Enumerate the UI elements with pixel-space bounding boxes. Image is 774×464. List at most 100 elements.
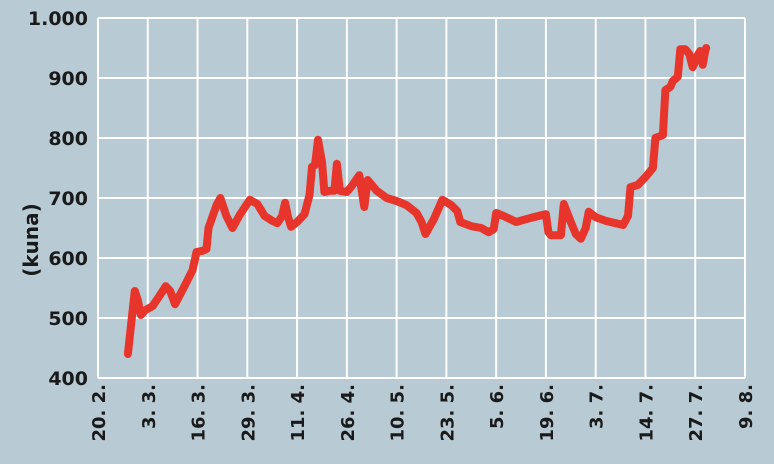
data-point bbox=[677, 76, 679, 78]
data-point bbox=[495, 212, 497, 214]
data-point bbox=[672, 80, 674, 82]
data-point bbox=[637, 184, 639, 186]
data-point bbox=[652, 167, 654, 169]
data-point bbox=[705, 47, 707, 49]
data-point bbox=[137, 299, 139, 301]
data-point bbox=[311, 166, 313, 168]
y-tick-label: 1.000 bbox=[28, 8, 88, 30]
x-tick-label: 3. 7. bbox=[587, 384, 608, 429]
data-point bbox=[231, 227, 233, 229]
data-point bbox=[131, 317, 133, 319]
data-point bbox=[421, 221, 422, 223]
data-point bbox=[169, 290, 171, 292]
data-point bbox=[290, 226, 292, 228]
data-point bbox=[570, 221, 572, 223]
x-tick-label: 26. 4. bbox=[338, 384, 359, 442]
data-point bbox=[249, 199, 251, 201]
data-point bbox=[433, 218, 435, 220]
data-point bbox=[339, 190, 341, 192]
data-point bbox=[333, 190, 335, 192]
data-point bbox=[692, 66, 694, 68]
y-tick-label: 900 bbox=[48, 68, 88, 90]
data-point bbox=[605, 220, 607, 222]
x-tick-label: 3. 3. bbox=[139, 384, 160, 429]
data-point bbox=[296, 221, 298, 223]
data-point bbox=[699, 50, 701, 52]
data-point bbox=[336, 163, 338, 165]
data-point bbox=[702, 64, 704, 66]
x-tick-label: 19. 6. bbox=[537, 384, 558, 442]
data-point bbox=[588, 211, 590, 213]
data-point bbox=[165, 285, 167, 287]
data-point bbox=[688, 53, 690, 55]
data-point bbox=[416, 212, 418, 214]
data-point bbox=[346, 191, 348, 193]
data-point bbox=[654, 137, 656, 139]
data-point bbox=[207, 227, 209, 229]
data-point bbox=[321, 161, 323, 163]
x-tick-label: 29. 3. bbox=[238, 384, 259, 442]
data-point bbox=[205, 248, 207, 250]
data-point bbox=[595, 216, 597, 218]
data-point bbox=[456, 210, 458, 212]
data-point bbox=[196, 251, 198, 253]
x-tick-label: 10. 5. bbox=[388, 384, 409, 442]
data-point bbox=[264, 215, 266, 217]
series-layer bbox=[123, 44, 711, 358]
data-point bbox=[406, 204, 408, 206]
data-point bbox=[184, 284, 186, 286]
data-point bbox=[459, 221, 461, 223]
data-point bbox=[630, 186, 632, 188]
data-point bbox=[662, 134, 664, 136]
data-point bbox=[358, 174, 360, 176]
data-point bbox=[386, 197, 388, 199]
x-tick-label: 5. 6. bbox=[487, 384, 508, 429]
data-point bbox=[376, 190, 378, 192]
data-point bbox=[127, 353, 129, 355]
y-axis-title: (kuna) bbox=[19, 203, 43, 277]
x-tick-label: 23. 5. bbox=[437, 384, 458, 442]
data-point bbox=[450, 204, 452, 206]
data-point bbox=[488, 231, 490, 233]
data-point bbox=[152, 305, 154, 307]
data-point bbox=[669, 86, 671, 88]
data-point bbox=[530, 217, 532, 219]
data-point bbox=[144, 309, 146, 311]
data-point bbox=[328, 190, 330, 192]
data-point bbox=[580, 238, 582, 240]
x-tick-label: 9. 8. bbox=[736, 384, 757, 429]
data-point bbox=[271, 220, 273, 222]
data-point bbox=[550, 234, 552, 236]
data-point bbox=[622, 224, 624, 226]
data-point bbox=[140, 314, 142, 316]
data-point bbox=[441, 199, 443, 201]
x-tick-label: 27. 7. bbox=[686, 384, 707, 442]
data-point bbox=[239, 214, 241, 216]
data-point bbox=[627, 215, 629, 217]
data-point bbox=[424, 233, 426, 235]
data-point bbox=[314, 164, 316, 166]
data-point bbox=[162, 290, 164, 292]
x-tick-label: 20. 2. bbox=[89, 384, 110, 442]
y-tick-label: 500 bbox=[48, 308, 88, 330]
data-point bbox=[309, 194, 311, 196]
data-point bbox=[684, 48, 686, 50]
x-tick-label: 16. 3. bbox=[189, 384, 210, 442]
data-point bbox=[287, 216, 289, 218]
x-axis-ticks: 20. 2. 3. 3. 16. 3. 29. 3. 11. 4. 26. 4. 10. 5… bbox=[89, 384, 757, 442]
data-point bbox=[192, 269, 194, 271]
data-point bbox=[470, 225, 472, 227]
data-point bbox=[615, 222, 617, 224]
data-point bbox=[704, 50, 706, 52]
data-point bbox=[351, 185, 353, 187]
data-point bbox=[225, 215, 227, 217]
data-point bbox=[256, 203, 258, 205]
data-point bbox=[480, 227, 482, 229]
data-point bbox=[396, 200, 398, 202]
data-point bbox=[664, 89, 666, 91]
y-tick-label: 800 bbox=[48, 128, 88, 150]
series-line bbox=[123, 44, 711, 358]
data-point bbox=[679, 48, 681, 50]
data-point bbox=[493, 228, 495, 230]
